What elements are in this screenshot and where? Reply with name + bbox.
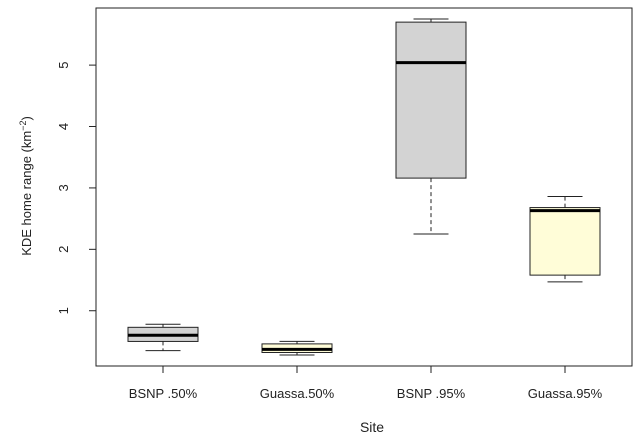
- x-tick-label: BSNP .50%: [129, 386, 198, 401]
- y-axis-label-close: ): [19, 116, 34, 120]
- x-axis-tick-labels: BSNP .50% Guassa.50% BSNP .95% Guassa.95%: [129, 366, 603, 401]
- y-axis: 1 2 3 4 5: [56, 61, 96, 314]
- x-axis-label: Site: [360, 419, 384, 435]
- box-iqr: [529, 207, 601, 276]
- y-axis-label-main: KDE home range (km: [19, 131, 34, 256]
- x-tick-label: Guassa.50%: [260, 386, 335, 401]
- y-tick-label: 1: [56, 307, 71, 314]
- plot-frame: [95, 7, 633, 367]
- y-tick-label: 4: [56, 123, 71, 130]
- x-tick-label: Guassa.95%: [528, 386, 603, 401]
- box-1: [127, 323, 199, 352]
- box-iqr: [395, 21, 467, 179]
- y-axis-label-superscript: −2: [18, 121, 28, 131]
- y-tick-label: 2: [56, 246, 71, 253]
- y-tick-label: 3: [56, 184, 71, 191]
- y-tick-label: 5: [56, 61, 71, 68]
- y-axis-label: KDE home range (km−2): [18, 116, 34, 256]
- box-3: [395, 18, 467, 235]
- x-tick-label: BSNP .95%: [397, 386, 466, 401]
- box-4: [529, 196, 601, 283]
- box-2: [261, 340, 333, 356]
- boxes: [127, 18, 601, 356]
